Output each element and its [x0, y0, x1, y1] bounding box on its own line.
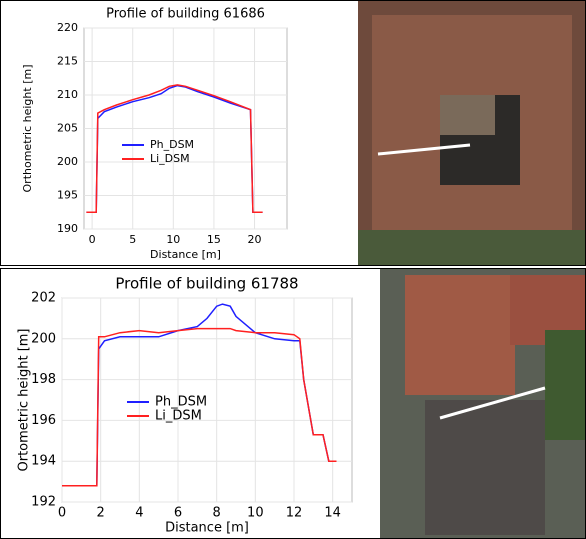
legend-label: Ph_DSM [155, 395, 207, 410]
legend-label: Li_DSM [155, 409, 202, 424]
x-tick-label: 0 [89, 233, 96, 246]
x-tick-label: 10 [166, 233, 180, 246]
chart-title: Profile of building 61788 [115, 275, 298, 293]
x-tick-label: 6 [174, 506, 182, 521]
legend-label: Ph_DSM [150, 138, 194, 151]
y-tick-label: 210 [57, 88, 78, 101]
x-tick-label: 5 [129, 233, 136, 246]
y-tick-label: 202 [31, 291, 56, 306]
figure: Profile of building 61686190195200205210… [0, 0, 586, 539]
y-tick-label: 200 [31, 331, 56, 346]
legend-label: Li_DSM [150, 152, 190, 165]
x-tick-label: 20 [248, 233, 262, 246]
y-tick-label: 190 [57, 222, 78, 235]
x-tick-label: 12 [286, 506, 303, 521]
y-tick-label: 200 [57, 155, 78, 168]
x-axis-label: Distance [m] [150, 248, 221, 261]
x-axis-label: Distance [m] [165, 521, 249, 536]
chart-title: Profile of building 61686 [106, 7, 265, 22]
y-tick-label: 205 [57, 122, 78, 135]
x-tick-label: 2 [97, 506, 105, 521]
aerial-photo-top [358, 1, 585, 265]
x-tick-label: 0 [58, 506, 66, 521]
x-tick-label: 15 [207, 233, 221, 246]
y-tick-label: 195 [57, 189, 78, 202]
x-tick-label: 8 [213, 506, 221, 521]
y-tick-label: 215 [57, 55, 78, 68]
x-tick-label: 4 [135, 506, 143, 521]
y-tick-label: 192 [31, 495, 56, 510]
aerial-photo-bottom [380, 269, 585, 538]
x-tick-label: 10 [247, 506, 264, 521]
y-tick-label: 198 [31, 372, 56, 387]
y-tick-label: 220 [57, 21, 78, 34]
y-axis-label: Ortometric height [m] [17, 329, 32, 472]
x-tick-label: 14 [324, 506, 341, 521]
y-tick-label: 194 [31, 454, 56, 469]
y-tick-label: 196 [31, 413, 56, 428]
y-axis-label: Orthometric height [m] [21, 65, 34, 193]
